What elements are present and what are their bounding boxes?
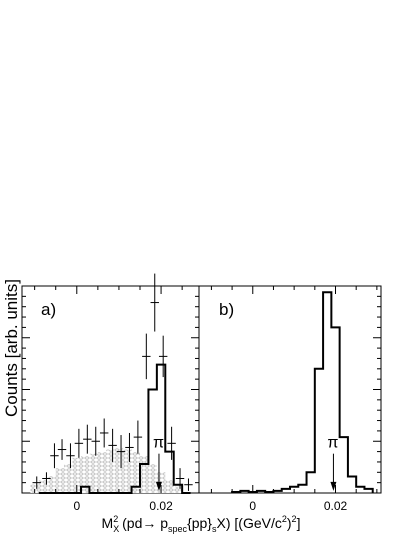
panel-a-data-point <box>167 426 176 460</box>
panel-a-x-tick-label: 0.02 <box>149 499 173 513</box>
panel-a-label: a) <box>41 300 56 319</box>
panel-a-shaded-bar <box>72 457 81 493</box>
panel-a-data-point <box>42 472 51 485</box>
panel-a-x-tick-label: 0 <box>73 499 80 513</box>
panel-b-label: b) <box>219 300 234 319</box>
panel-a-shaded-bar <box>123 449 132 493</box>
panel-a-shaded-bar <box>38 480 48 493</box>
panel-a-shaded-bar <box>114 447 124 493</box>
panel-a: a) 0 0.02 π <box>21 273 200 513</box>
panel-b: b) 0 0.02 π- <box>198 285 382 513</box>
panel-a-shaded-bar <box>97 451 107 493</box>
panel-a-step-histogram <box>38 363 191 494</box>
panel-a-shaded-bar <box>131 451 140 493</box>
panel-a-data-point <box>125 432 134 462</box>
panel-b-pi-label: π- <box>327 432 341 451</box>
y-axis-label: Counts [arb. units] <box>2 279 21 417</box>
panel-a-shaded-bar <box>47 476 56 493</box>
panel-a-shaded-bar <box>173 486 183 493</box>
panel-a-data-point <box>158 335 168 378</box>
panel-b-step-histogram <box>231 291 374 493</box>
panel-a-data-point <box>108 428 117 462</box>
panel-a-data-point <box>66 443 75 469</box>
panel-a-shaded-bar <box>81 455 90 493</box>
panel-a-data-point <box>175 468 185 489</box>
panel-a-arrow-head <box>155 481 162 491</box>
panel-a-data-point <box>74 428 84 458</box>
panel-a-data-point <box>142 333 151 380</box>
pi-charge: - <box>338 432 341 443</box>
panel-a-data-point <box>133 420 143 454</box>
panel-a-data-point <box>83 424 92 454</box>
panel-b-x-tick-label: 0.02 <box>324 499 348 513</box>
panel-a-data-point <box>116 435 126 469</box>
panel-a-shaded-bar <box>148 464 157 493</box>
panel-a-shaded-bar <box>55 468 65 493</box>
panel-a-shaded-bar <box>89 453 98 493</box>
panel-a-data-point <box>32 476 41 489</box>
x-axis-label: MX2 (pd→ pspec{pp}sX) [(GeV/c2)2] <box>102 514 301 534</box>
panel-a-pi-label: π <box>153 434 164 451</box>
panel-a-shaded-bar <box>165 480 174 493</box>
panel-a-shaded-bar <box>64 464 73 493</box>
panel-a-data-point <box>150 273 159 332</box>
panel-a-data-point <box>184 478 193 491</box>
panel-a-shaded-bar <box>30 484 39 493</box>
panel-a-data-point <box>57 439 67 460</box>
panel-a-data-point <box>99 418 109 448</box>
panel-b-x-tick-label: 0 <box>249 499 256 513</box>
panel-a-shaded-bar <box>140 455 149 493</box>
panel-a-data-point <box>91 426 100 456</box>
panel-a-data-point <box>50 443 59 469</box>
panel-a-shaded-bar <box>106 449 115 493</box>
panel-b-arrow-head <box>330 481 337 491</box>
